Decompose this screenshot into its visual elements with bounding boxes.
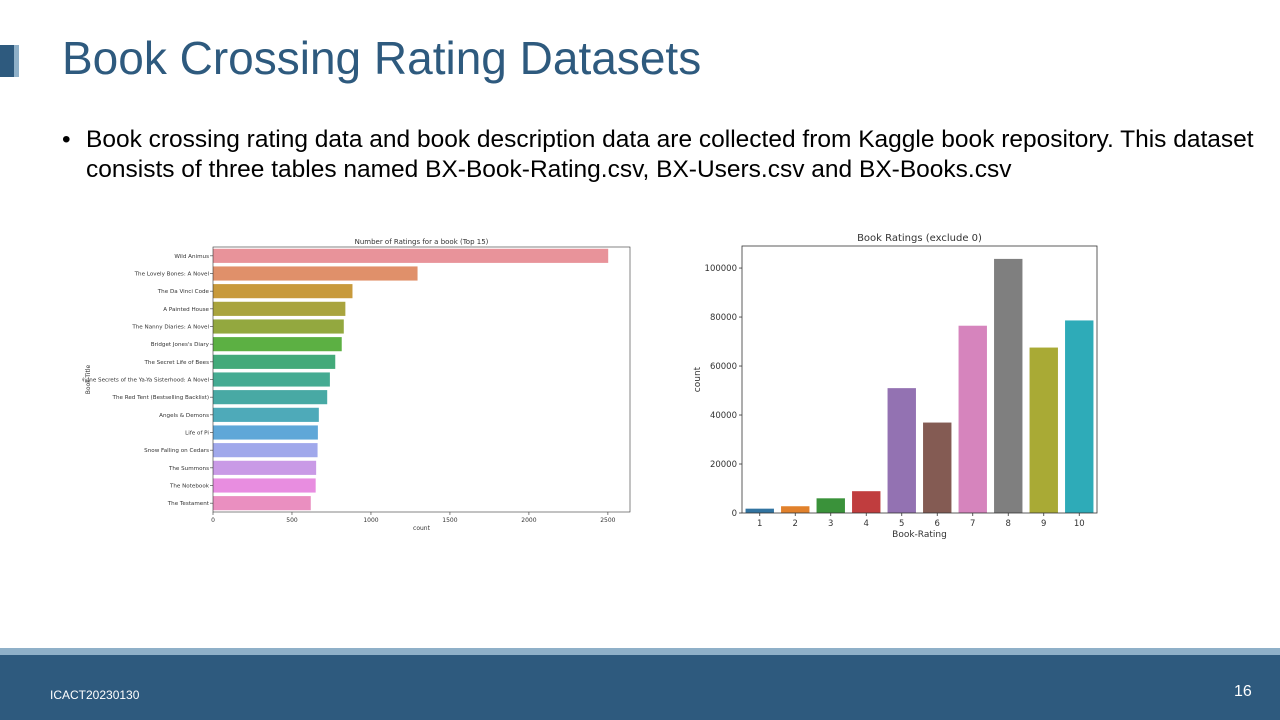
bar	[213, 407, 319, 422]
bar	[852, 491, 881, 513]
bar	[816, 498, 845, 513]
bar	[994, 258, 1023, 513]
plot-frame	[741, 245, 1098, 514]
bar	[887, 388, 916, 513]
bar	[213, 460, 317, 475]
ratings-per-book-chart: Number of Ratings for a book (Top 15) Wil…	[82, 238, 631, 532]
y-tick-label: 40000	[710, 411, 737, 421]
y-tick-label: 60000	[710, 362, 737, 372]
bullet-point: • Book crossing rating data and book des…	[62, 125, 1272, 185]
y-tick-label: The Summons	[168, 466, 209, 472]
x-axis-label: Book-Rating	[892, 530, 947, 540]
y-tick-label: The Secret Life of Bees	[143, 360, 209, 366]
bar	[1029, 347, 1058, 513]
bullet-icon: •	[62, 126, 71, 153]
bar	[923, 422, 952, 513]
page-number: 16	[1234, 683, 1252, 700]
footer-accent-strip	[0, 648, 1280, 655]
y-tick-label: 100000	[705, 264, 737, 274]
y-tick-label: Bridget Jones's Diary	[151, 342, 210, 348]
x-tick-label: 6	[935, 519, 940, 529]
bar	[213, 319, 344, 334]
y-tick-label: The Lovely Bones: A Novel	[134, 272, 210, 278]
bar	[213, 284, 353, 299]
x-tick-label: 9	[1041, 519, 1046, 529]
footer-bar	[0, 655, 1280, 720]
x-tick-label: 4	[864, 519, 869, 529]
x-tick-label: 1500	[442, 517, 457, 524]
bar	[213, 248, 609, 263]
bar	[213, 443, 318, 458]
book-ratings-chart: Book Ratings (exclude 0) 1 2 3 4 5 6 7 8 9 10 0 2000…	[693, 233, 1098, 540]
x-tick-label: 2500	[600, 517, 615, 524]
bar	[213, 390, 328, 405]
y-tick-label: Life of Pi	[185, 431, 209, 437]
x-tick-label: 2000	[521, 517, 536, 524]
x-tick-label: 1000	[363, 517, 378, 524]
y-tick-label: Wild Animus	[174, 254, 209, 260]
y-tick-label: 20000	[710, 460, 737, 470]
x-tick-label: 500	[286, 517, 298, 524]
y-tick-label: The Nanny Diaries: A Novel	[131, 325, 209, 331]
bar	[213, 337, 342, 352]
y-tick-label: Snow Falling on Cedars	[144, 448, 209, 454]
bar	[213, 266, 418, 281]
y-tick-label: 0	[732, 509, 737, 519]
x-tick-label: 2	[793, 519, 798, 529]
y-tick-label: The Notebook	[169, 484, 210, 490]
x-tick-label: 7	[970, 519, 975, 529]
bar	[781, 506, 810, 513]
x-tick-label: 1	[757, 519, 762, 529]
title-accent-marker	[0, 45, 19, 77]
title-accent-dark	[0, 45, 14, 77]
y-tick-label: 80000	[710, 313, 737, 323]
bar	[745, 508, 774, 513]
y-axis-label: count	[693, 366, 703, 392]
x-axis-label: count	[413, 525, 431, 532]
x-tick-label: 5	[899, 519, 904, 529]
plot-frame	[212, 246, 631, 513]
title-accent-light	[14, 45, 19, 77]
y-tick-label: The Da Vinci Code	[157, 289, 210, 295]
y-axis-label: Book-Title	[85, 364, 92, 394]
y-tick-label: A Painted House	[163, 307, 209, 313]
footer-label: ICACT20230130	[50, 688, 140, 702]
bar	[213, 354, 336, 369]
x-tick-label: 10	[1074, 519, 1085, 529]
bar	[958, 325, 987, 513]
y-tick-label: The Testament	[167, 501, 210, 507]
bar	[213, 301, 346, 316]
y-tick-label: Angels & Demons	[159, 413, 209, 419]
bar	[213, 496, 311, 511]
y-tick-label: The Red Tent (Bestselling Backlist)	[112, 395, 209, 401]
y-tick-label: Divine Secrets of the Ya-Ya Sisterhood: …	[82, 378, 209, 384]
x-tick-label: 3	[828, 519, 833, 529]
bar	[213, 372, 330, 387]
bar	[213, 478, 316, 493]
bar	[213, 425, 318, 440]
chart-title: Book Ratings (exclude 0)	[857, 233, 982, 244]
chart-title: Number of Ratings for a book (Top 15)	[355, 238, 489, 246]
x-tick-label: 8	[1006, 519, 1011, 529]
slide-title: Book Crossing Rating Datasets	[62, 32, 702, 84]
bullet-text: Book crossing rating data and book descr…	[86, 126, 1254, 183]
bar	[1065, 320, 1094, 513]
x-tick-label: 0	[211, 517, 215, 524]
